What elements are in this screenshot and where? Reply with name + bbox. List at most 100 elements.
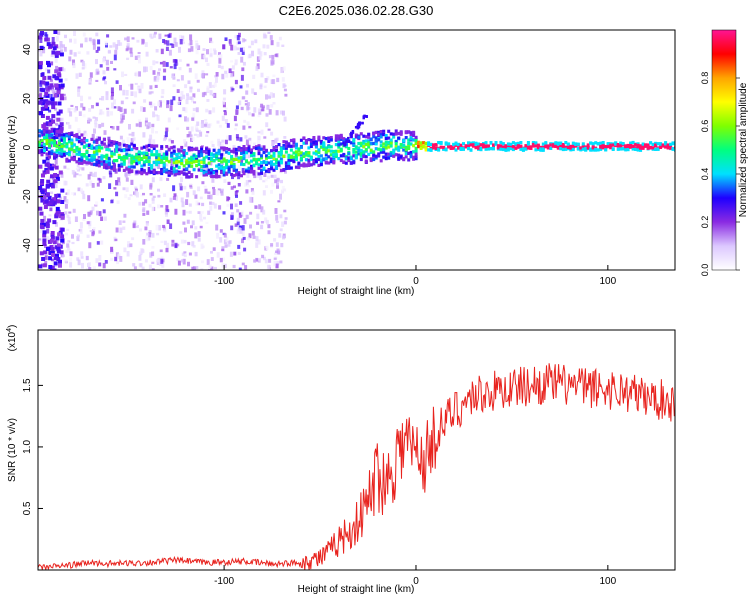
heatmap-cell	[185, 151, 189, 156]
heatmap-cell	[367, 132, 371, 136]
heatmap-cell	[188, 67, 192, 73]
heatmap-cell	[394, 142, 398, 146]
heatmap-cell	[56, 90, 61, 95]
heatmap-cell	[47, 75, 52, 80]
heatmap-cell	[324, 137, 328, 141]
heatmap-cell	[40, 72, 45, 77]
heatmap-cell	[53, 30, 58, 34]
y-tick-label: -40	[22, 238, 33, 253]
heatmap-cell	[143, 99, 147, 103]
heatmap-cell	[102, 70, 106, 75]
heatmap-cell	[569, 148, 573, 152]
heatmap-cell	[122, 226, 126, 230]
heatmap-cell	[217, 163, 221, 167]
heatmap-cell	[541, 142, 545, 146]
heatmap-cell	[407, 145, 411, 149]
heatmap-cell	[98, 124, 102, 129]
heatmap-cell	[75, 148, 79, 152]
heatmap-cell	[67, 159, 71, 163]
heatmap-cell	[213, 82, 217, 88]
heatmap-cell	[78, 111, 82, 116]
heatmap-cell	[136, 87, 140, 91]
heatmap-cell	[257, 108, 261, 113]
heatmap-cell	[70, 138, 74, 142]
y-tick-label: 1.5	[22, 378, 33, 392]
heatmap-cell	[44, 37, 49, 42]
heatmap-cell	[43, 135, 46, 139]
heatmap-cell	[314, 150, 318, 154]
heatmap-cell	[182, 209, 186, 216]
heatmap-cell	[247, 184, 251, 188]
heatmap-cell	[227, 170, 231, 174]
heatmap-cell	[41, 144, 46, 149]
heatmap-cell	[277, 154, 281, 158]
heatmap-cell	[234, 123, 238, 127]
heatmap-cell	[307, 146, 311, 150]
heatmap-cell	[53, 173, 58, 177]
heatmap-cell	[124, 73, 128, 76]
heatmap-cell	[50, 134, 54, 138]
heatmap-cell	[654, 147, 658, 151]
heatmap-cell	[120, 148, 124, 152]
heatmap-cell	[101, 111, 105, 115]
heatmap-cell	[151, 268, 155, 270]
heatmap-cell	[245, 214, 249, 220]
heatmap-cell	[67, 140, 71, 144]
heatmap-cell	[218, 52, 221, 55]
heatmap-cell	[43, 130, 46, 134]
heatmap-cell	[297, 165, 301, 170]
heatmap-cell	[374, 142, 378, 146]
heatmap-cell	[492, 147, 495, 151]
heatmap-cell	[126, 36, 130, 43]
heatmap-cell	[148, 264, 152, 270]
heatmap-cell	[142, 213, 146, 216]
heatmap-cell	[304, 150, 308, 155]
heatmap-cell	[133, 149, 137, 153]
heatmap-cell	[489, 147, 493, 151]
heatmap-cell	[240, 151, 243, 155]
heatmap-cell	[155, 49, 159, 53]
heatmap-cell	[67, 122, 70, 125]
heatmap-cell	[216, 252, 220, 258]
heatmap-cell	[197, 231, 201, 237]
heatmap-cell	[359, 157, 363, 162]
heatmap-cell	[48, 214, 52, 217]
heatmap-cell	[279, 149, 283, 153]
heatmap-cell	[344, 161, 348, 165]
heatmap-cell	[49, 207, 53, 212]
heatmap-cell	[92, 140, 96, 144]
heatmap-cell	[110, 95, 114, 100]
heatmap-cell	[312, 142, 316, 146]
heatmap-cell	[364, 142, 368, 147]
heatmap-cell	[342, 154, 346, 158]
heatmap-cell	[55, 133, 59, 137]
heatmap-cell	[54, 69, 59, 74]
heatmap-cell	[192, 147, 196, 151]
heatmap-cell	[55, 222, 58, 227]
heatmap-cell	[414, 135, 418, 139]
heatmap-cell	[661, 144, 665, 148]
heatmap-cell	[102, 142, 106, 146]
heatmap-cell	[55, 153, 59, 158]
heatmap-cell	[63, 96, 67, 101]
heatmap-cell	[237, 227, 241, 232]
heatmap-cell	[125, 187, 129, 192]
heatmap-cell	[299, 153, 303, 157]
heatmap-cell	[196, 121, 200, 126]
heatmap-cell	[255, 158, 258, 162]
heatmap-cell	[69, 155, 73, 158]
heatmap-cell	[52, 268, 57, 270]
heatmap-cell	[136, 192, 139, 198]
heatmap-cell	[60, 215, 65, 220]
heatmap-cell	[190, 46, 194, 52]
heatmap-cell	[154, 84, 158, 88]
heatmap-cell	[163, 68, 167, 73]
heatmap-cell	[274, 53, 278, 57]
heatmap-cell	[89, 180, 93, 186]
heatmap-cell	[282, 110, 285, 116]
heatmap-cell	[624, 144, 628, 148]
heatmap-cell	[170, 99, 174, 105]
heatmap-cell	[233, 251, 237, 256]
heatmap-cell	[317, 148, 321, 152]
heatmap-cell	[182, 153, 186, 157]
